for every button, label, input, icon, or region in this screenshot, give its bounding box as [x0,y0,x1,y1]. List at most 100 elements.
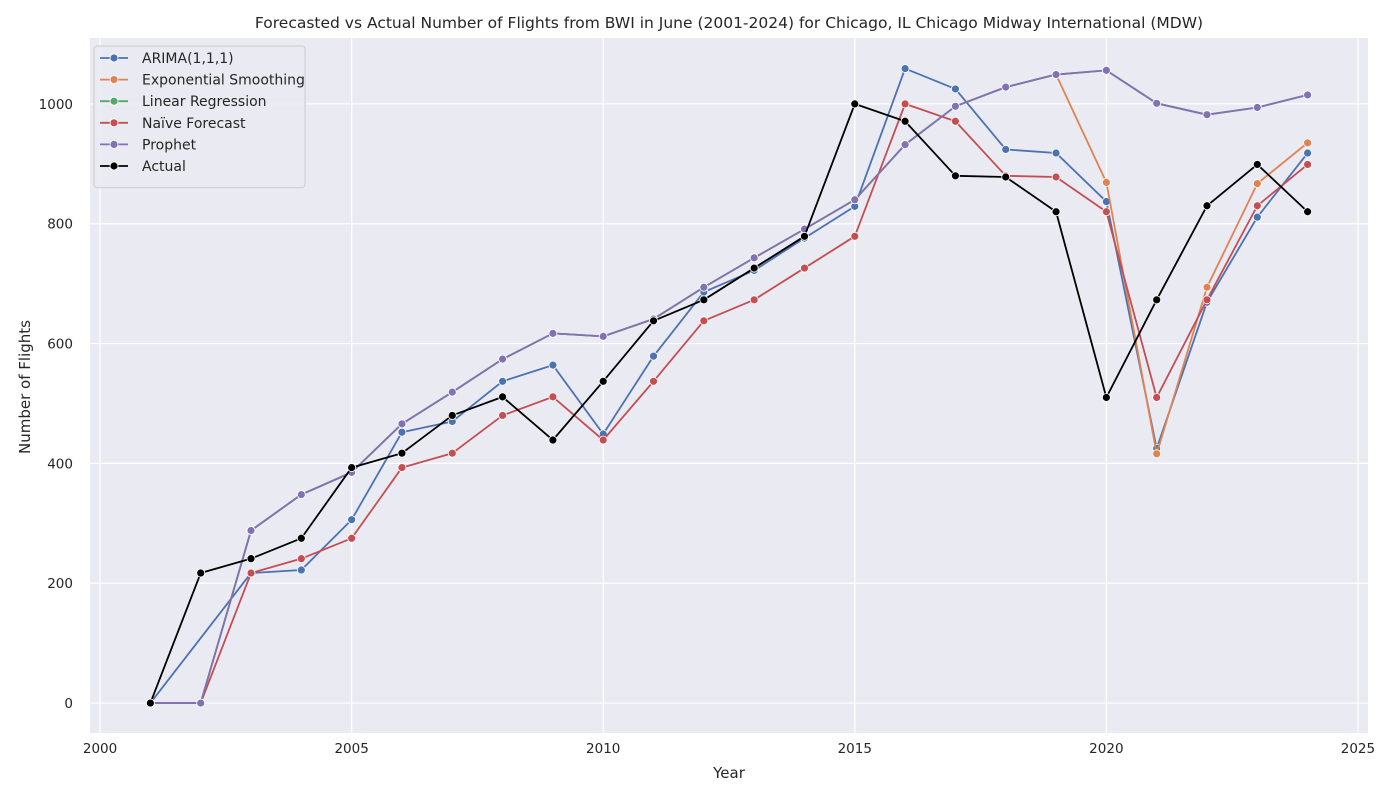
series-line-5 [149,103,1309,704]
data-point [1001,145,1011,154]
data-point [951,84,960,94]
y-tick-label: 0 [64,696,73,712]
data-point [196,568,206,578]
data-point [951,101,960,111]
data-point [397,427,407,437]
x-tick-label: 2000 [83,741,117,757]
data-point [397,419,407,429]
data-point [246,568,256,578]
x-tick-label: 2010 [586,741,620,757]
y-tick-label: 800 [47,217,73,233]
legend-label: ARIMA(1,1,1) [142,51,234,67]
y-tick-label: 1000 [39,97,73,113]
data-point [548,435,558,445]
data-point [850,99,860,109]
data-point [1252,103,1262,112]
legend-marker-1 [109,75,119,84]
data-point [1152,98,1162,108]
data-point [800,231,809,241]
data-point [1303,160,1313,169]
data-point [900,140,910,150]
data-point [397,448,407,458]
data-point [649,316,658,326]
data-point [749,295,759,305]
data-point [800,263,809,273]
data-point [347,515,357,525]
legend-marker-4 [109,139,119,149]
data-point [1202,201,1212,211]
data-point [649,351,658,361]
data-point [598,376,608,386]
legend [93,45,306,189]
data-point [1202,282,1212,292]
data-point [296,554,306,564]
x-tick-label: 2015 [838,741,872,757]
data-point [296,565,306,575]
legend-label: Linear Regression [142,94,267,110]
data-point [1051,207,1061,217]
y-tick-label: 200 [47,576,73,592]
data-point [1303,207,1313,217]
data-point [246,526,256,535]
data-point [1252,179,1262,188]
data-point [1051,148,1061,158]
data-point [447,448,457,458]
data-point [1101,177,1111,187]
data-point [900,64,910,73]
data-point [749,253,759,263]
data-point [1303,90,1313,100]
data-point [447,387,457,397]
data-point [447,411,457,420]
data-point [850,231,860,241]
data-point [296,490,306,499]
data-point [397,463,407,472]
legend-marker-2 [109,96,119,106]
data-point [1152,393,1162,402]
x-tick-label: 2005 [334,741,368,757]
legend-marker-3 [109,118,119,128]
legend-marker-5 [109,161,119,171]
data-point [951,171,960,181]
data-point [1202,295,1212,305]
data-point [498,376,507,386]
series-line-3 [150,103,1309,704]
data-point [649,376,658,386]
data-point [900,116,910,126]
data-point [1101,393,1111,402]
y-axis-label: Number of Flights [16,320,34,454]
x-tick-label: 2020 [1089,741,1123,757]
data-point [598,435,608,445]
x-axis-label: Year [713,764,745,782]
data-point [850,195,860,205]
data-point [548,328,558,338]
data-point [498,354,507,364]
series-line-4 [150,69,1308,704]
data-point [196,698,206,708]
data-point [1252,212,1262,222]
data-point [1001,82,1011,92]
legend-label: Exponential Smoothing [142,73,305,89]
data-point [498,411,507,420]
chart-title: Forecasted vs Actual Number of Flights f… [254,14,1204,32]
y-tick-label: 600 [47,337,73,353]
x-tick-label: 2025 [1341,741,1375,757]
data-point [1303,148,1313,158]
data-point [1202,110,1212,120]
data-point [1101,207,1111,217]
data-point [699,316,709,326]
data-point [951,116,960,126]
data-point [347,463,357,472]
data-point [1101,65,1111,75]
legend-label: Naïve Forecast [142,116,246,132]
data-point [296,533,306,543]
legend-marker-0 [109,53,119,63]
data-point [498,392,507,402]
data-point [749,263,759,273]
legend-label: Prophet [142,137,197,153]
data-point [548,392,558,402]
data-point [1051,70,1061,79]
legend-label: Actual [142,159,186,175]
data-point [699,295,709,305]
